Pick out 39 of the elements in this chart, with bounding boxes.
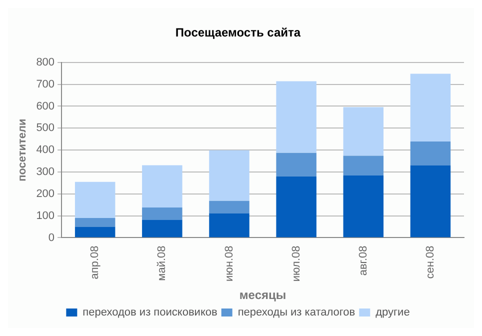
bar — [410, 165, 451, 238]
bar — [209, 150, 250, 201]
bar — [142, 220, 182, 238]
bar — [343, 107, 384, 156]
y-tick-label: 400 — [36, 144, 55, 156]
y-tick-label: 200 — [36, 188, 55, 200]
bar — [209, 213, 250, 238]
y-tick-label: 800 — [36, 56, 55, 68]
legend-label: другие — [376, 306, 410, 319]
x-tick-label: авг.08 — [357, 246, 370, 276]
bar — [343, 156, 384, 176]
legend-label: переходов из поисковиков — [82, 306, 218, 319]
bar — [74, 226, 116, 238]
y-tick-label: 700 — [36, 78, 55, 90]
y-tick-label: 300 — [36, 166, 55, 178]
y-tick-label: 500 — [36, 122, 55, 134]
y-tick-label: 600 — [36, 100, 55, 112]
bar — [209, 200, 250, 214]
bar — [74, 218, 116, 227]
bar — [410, 142, 451, 166]
bar — [276, 152, 316, 176]
x-tick-label: май.08 — [156, 246, 168, 281]
y-tick-label: 100 — [36, 210, 55, 222]
bar — [142, 165, 182, 208]
x-tick-label: сен.08 — [424, 246, 436, 279]
y-tick-label: 0 — [48, 232, 55, 244]
x-axis-title: месяцы — [239, 288, 286, 302]
legend-label: переходы из каталогов — [238, 306, 356, 319]
x-tick-label: июл.08 — [290, 246, 302, 282]
y-axis-title: посетители — [16, 118, 29, 182]
bar — [276, 176, 316, 238]
x-tick-label: июн.08 — [223, 246, 236, 282]
bar — [343, 175, 384, 238]
bar — [276, 81, 316, 153]
bar — [142, 207, 182, 220]
bar — [410, 74, 451, 142]
chart-title: Посещаемость сайта — [175, 26, 301, 40]
x-tick-label: апр.08 — [89, 246, 102, 280]
bar — [74, 182, 116, 218]
